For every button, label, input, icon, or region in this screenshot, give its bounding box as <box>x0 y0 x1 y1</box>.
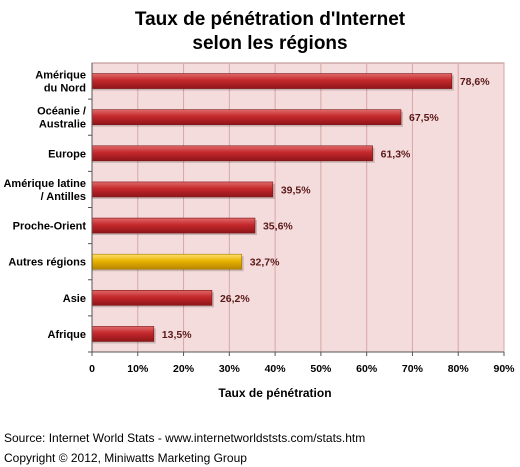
bar <box>91 326 155 342</box>
bar <box>91 109 402 125</box>
bar-value-label: 35,6% <box>263 221 293 233</box>
x-tick-label: 90% <box>493 363 515 375</box>
x-tick-label: 80% <box>448 363 470 375</box>
x-tick-label: 50% <box>310 363 332 375</box>
bar-chart: 78,6% Amérique du Nord 67,5% Océanie / Austra… <box>3 62 515 400</box>
x-tick-label: 70% <box>402 363 424 375</box>
bar <box>91 217 256 234</box>
bar-value-label: 39,5% <box>281 184 311 196</box>
bar-value-label: 32,7% <box>250 257 280 269</box>
x-tick-label: 0 <box>89 363 95 375</box>
source-note: Source: Internet World Stats - www.inter… <box>4 431 366 445</box>
category-label: Amérique latine / Antilles <box>3 178 86 203</box>
chart-title: Taux de pénétration d'Internet selon les… <box>70 8 470 56</box>
bar-value-label: 78,6% <box>460 76 490 88</box>
category-label: Proche-Orient <box>13 221 87 233</box>
x-tick-label: 60% <box>356 363 378 375</box>
x-tick-label: 40% <box>265 363 287 375</box>
bar-value-label: 13,5% <box>162 329 192 341</box>
bar <box>91 181 274 198</box>
category-label: Afrique <box>48 329 87 341</box>
bar-value-label: 67,5% <box>409 112 439 124</box>
category-label: Autres régions <box>8 257 86 269</box>
bar <box>91 145 373 162</box>
category-label: Europe <box>48 148 86 160</box>
category-label: Amérique du Nord <box>35 70 86 95</box>
x-tick-label: 30% <box>219 363 241 375</box>
bar <box>91 253 242 270</box>
x-axis-label: Taux de pénétration <box>218 386 331 400</box>
x-tick-label: 20% <box>173 363 195 375</box>
chart-title-line-2: selon les régions <box>192 33 348 54</box>
bar <box>91 73 453 89</box>
copyright-note: Copyright © 2012, Miniwatts Marketing Gr… <box>4 451 247 465</box>
bar <box>91 290 213 306</box>
bar-value-label: 61,3% <box>381 148 411 160</box>
category-label: Asie <box>63 293 86 305</box>
x-tick-label: 10% <box>127 363 149 375</box>
category-label: Océanie / Australie <box>37 106 86 131</box>
plot-area <box>91 62 505 353</box>
chart-title-line-1: Taux de pénétration d'Internet <box>134 9 406 30</box>
bar-value-label: 26,2% <box>220 293 250 305</box>
